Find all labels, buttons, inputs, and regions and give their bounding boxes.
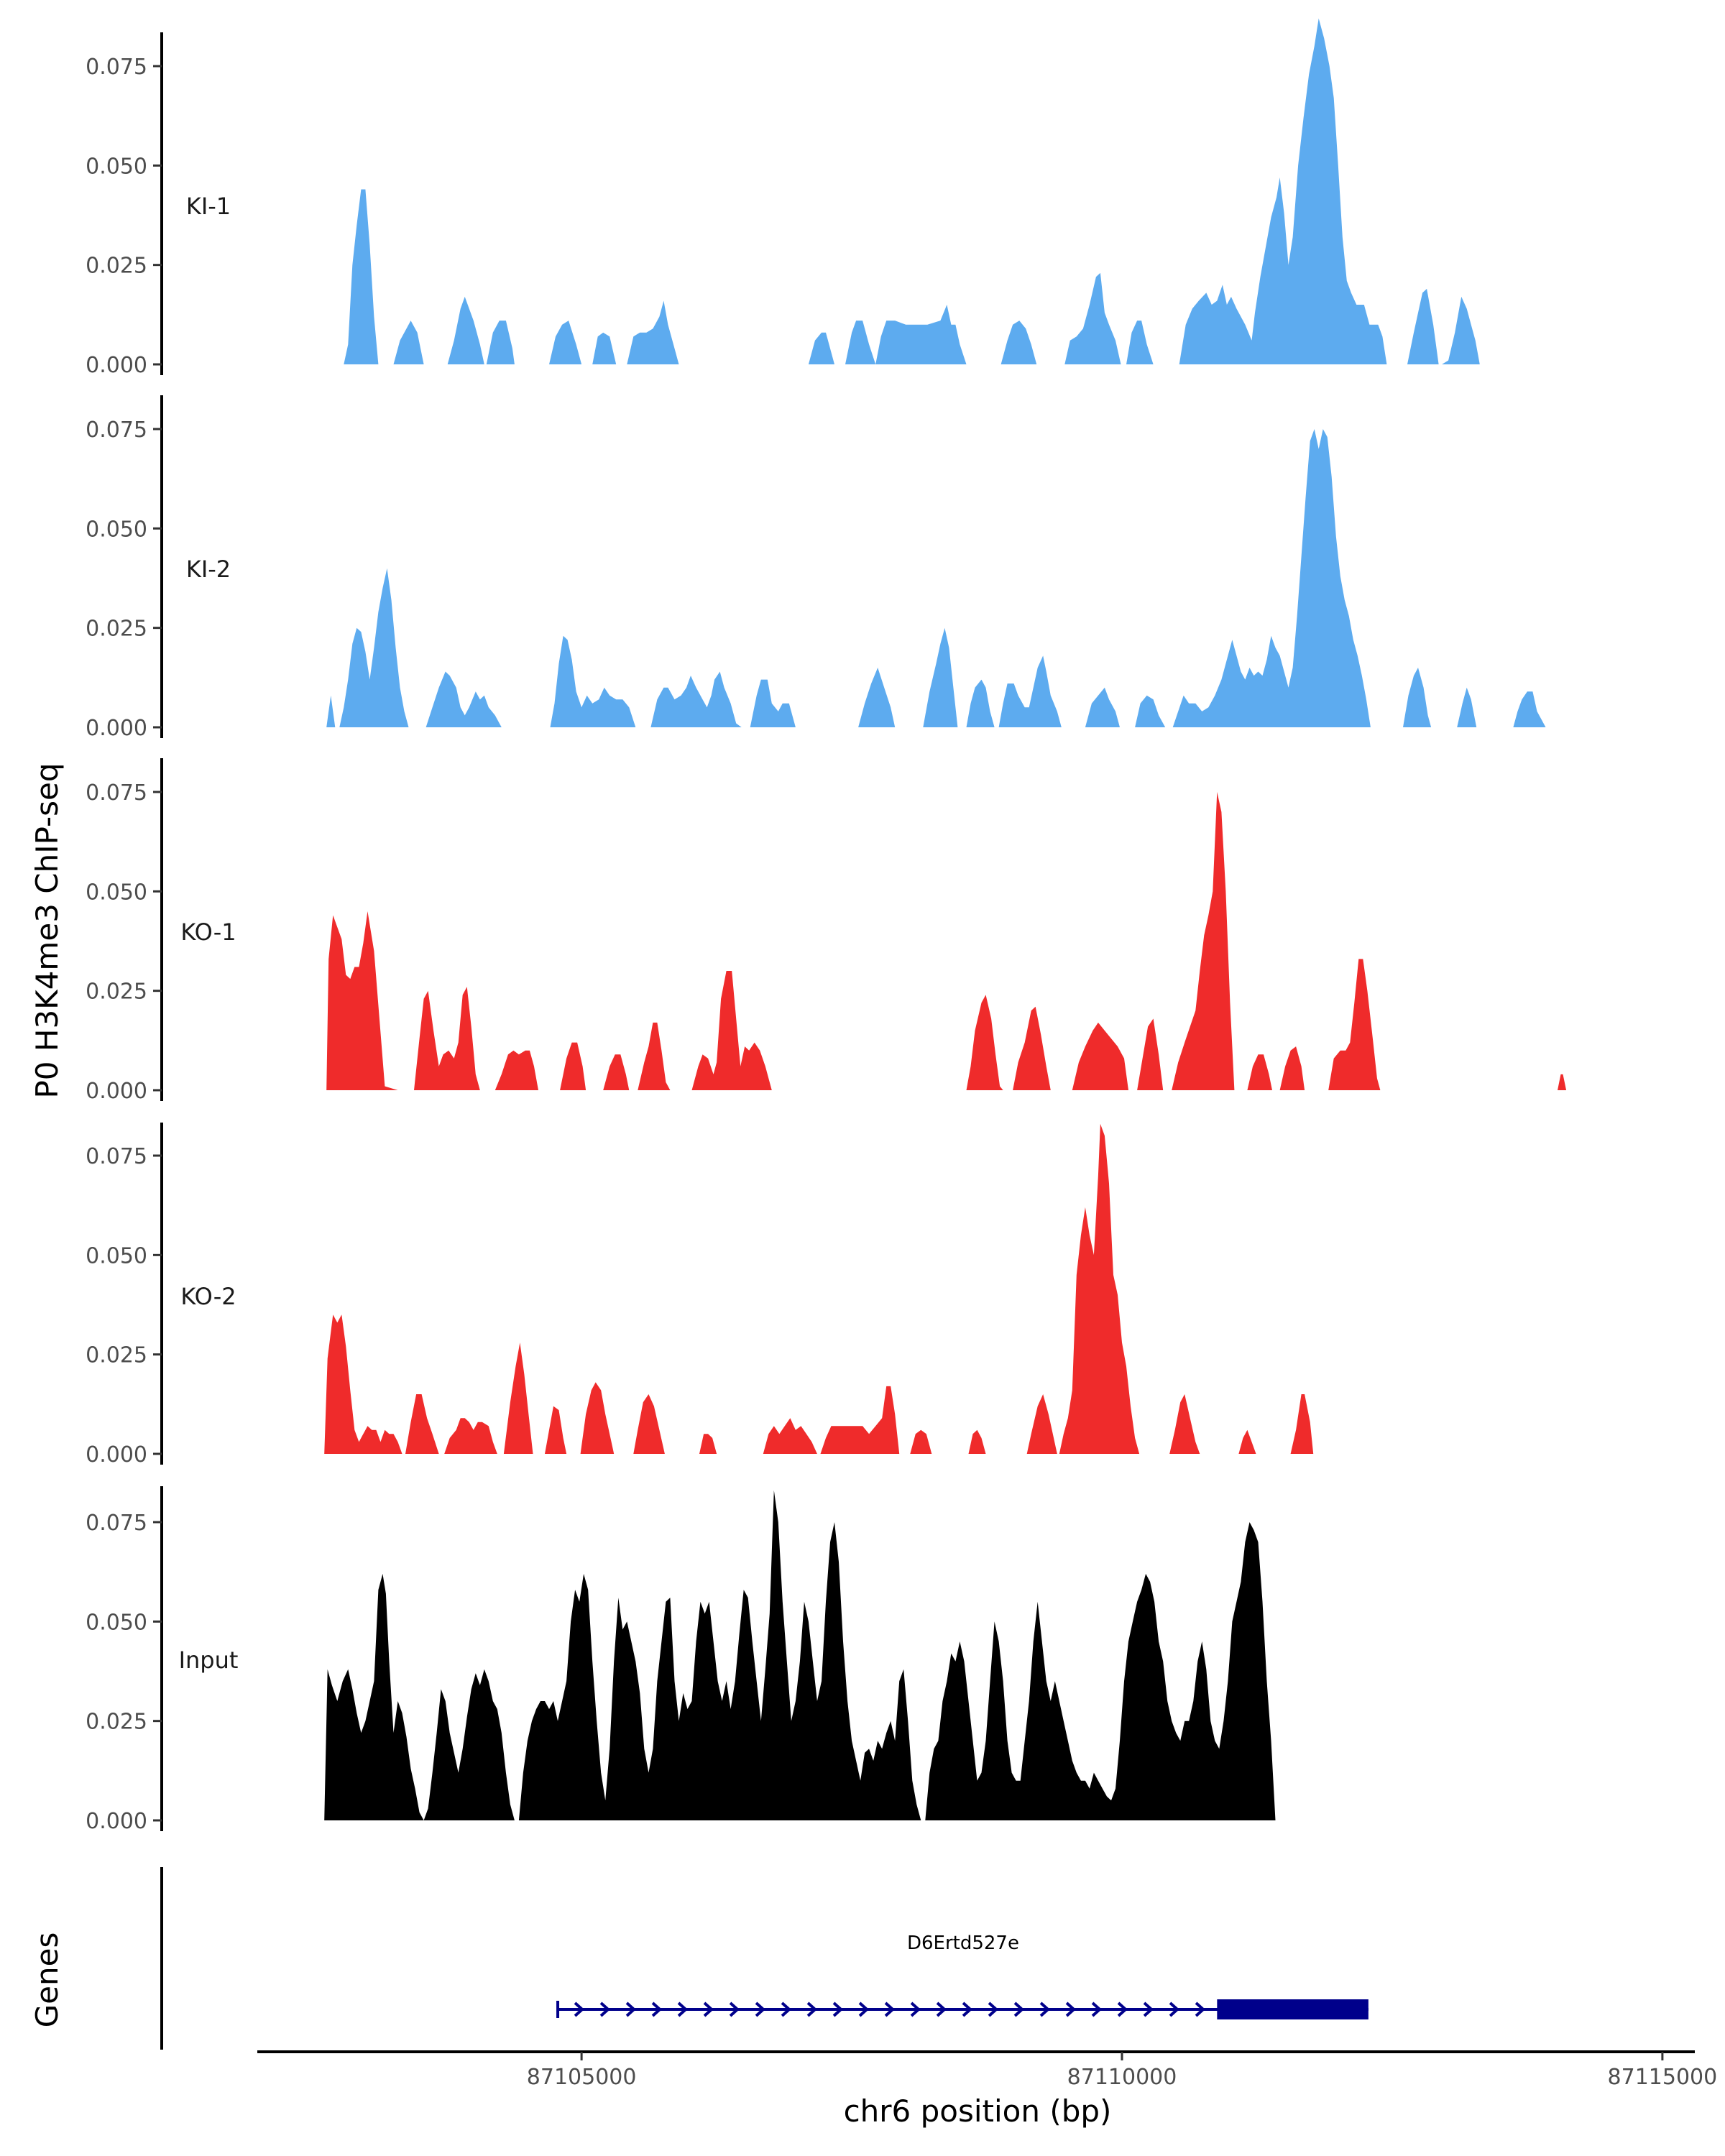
strand-arrow (703, 2001, 714, 2017)
x-tick-label: 87110000 (1067, 2065, 1177, 2090)
track-ko-2: 0.000 0.025 0.050 0.075 KO-2 (86, 1123, 1314, 1468)
strand-arrow (599, 2001, 611, 2017)
strand-arrow (1091, 2001, 1103, 2017)
track-label: Input (179, 1646, 239, 1674)
strand-arrow (729, 2001, 740, 2017)
strand-arrow (858, 2001, 870, 2017)
signal-area-input (324, 1490, 1276, 1820)
gene-name-label: D6Ertd527e (907, 1932, 1019, 1954)
y-tick-label: 0.075 (86, 55, 147, 80)
signal-area-ko-2 (324, 1123, 1314, 1454)
strand-arrow (1013, 2001, 1025, 2017)
y-tick-label: 0.000 (86, 716, 147, 741)
x-tick-label: 87115000 (1608, 2065, 1718, 2090)
gene-exon-block (1217, 1999, 1368, 2019)
y-tick-label: 0.075 (86, 1144, 147, 1169)
strand-arrow (1065, 2001, 1077, 2017)
strand-arrow (781, 2001, 792, 2017)
y-tick-label: 0.050 (86, 154, 147, 179)
track-label: KI-2 (186, 556, 231, 583)
y-tick-label: 0.050 (86, 880, 147, 905)
x-axis-title: chr6 position (bp) (844, 2093, 1112, 2129)
strand-arrow (1195, 2001, 1206, 2017)
strand-arrow (884, 2001, 896, 2017)
y-tick-label: 0.025 (86, 980, 147, 1005)
y-tick-label: 0.050 (86, 1243, 147, 1268)
track-ko-1: 0.000 0.025 0.050 0.075 KO-1 (86, 758, 1567, 1104)
x-axis: 87105000 87110000 87115000 (257, 2050, 1718, 2090)
strand-arrow (936, 2001, 947, 2017)
signal-area-ki-1 (344, 18, 1480, 364)
strand-arrow (988, 2001, 999, 2017)
strand-arrow (1039, 2001, 1051, 2017)
y-tick-label: 0.075 (86, 780, 147, 806)
y-tick-label: 0.000 (86, 1809, 147, 1834)
strand-arrow (806, 2001, 818, 2017)
y-tick-label: 0.050 (86, 1610, 147, 1635)
track-input: 0.000 0.025 0.050 0.075 Input (86, 1486, 1276, 1834)
y-tick-label: 0.075 (86, 418, 147, 443)
track-label: KO-1 (180, 918, 236, 946)
strand-arrow (677, 2001, 689, 2017)
y-tick-label: 0.000 (86, 353, 147, 378)
y-tick-label: 0.025 (86, 1343, 147, 1368)
y-tick-label: 0.025 (86, 1710, 147, 1735)
y-tick-label: 0.000 (86, 1442, 147, 1468)
genes-axis-title: Genes (29, 1932, 65, 2028)
strand-arrow (1169, 2001, 1180, 2017)
x-tick-label: 87105000 (527, 2065, 637, 2090)
strand-arrow (625, 2001, 637, 2017)
y-tick-label: 0.025 (86, 254, 147, 279)
track-ki-2: 0.000 0.025 0.050 0.075 KI-2 (86, 395, 1546, 741)
track-label: KI-1 (186, 193, 231, 220)
strand-arrow (574, 2001, 585, 2017)
y-tick-label: 0.000 (86, 1079, 147, 1104)
signal-area-ki-2 (326, 429, 1546, 727)
strand-arrow (962, 2001, 973, 2017)
track-ki-1: 0.000 0.025 0.050 0.075 KI-1 (86, 18, 1480, 378)
strand-arrow (1143, 2001, 1154, 2017)
y-axis-title: P0 H3K4me3 ChIP-seq (29, 763, 65, 1098)
strand-arrow (651, 2001, 663, 2017)
strand-arrow (755, 2001, 766, 2017)
y-tick-label: 0.025 (86, 617, 147, 642)
tracks: 0.0000.0250.0500.075KI-10.0000.0250.0500… (86, 18, 1567, 1834)
gene-track: D6Ertd527e (160, 1867, 1368, 2050)
track-label: KO-2 (180, 1283, 236, 1310)
y-tick-label: 0.075 (86, 1511, 147, 1536)
signal-area-ko-1 (326, 792, 1567, 1090)
strand-arrow (910, 2001, 921, 2017)
strand-arrow (1117, 2001, 1128, 2017)
strand-arrow (832, 2001, 844, 2017)
y-tick-label: 0.050 (86, 517, 147, 542)
